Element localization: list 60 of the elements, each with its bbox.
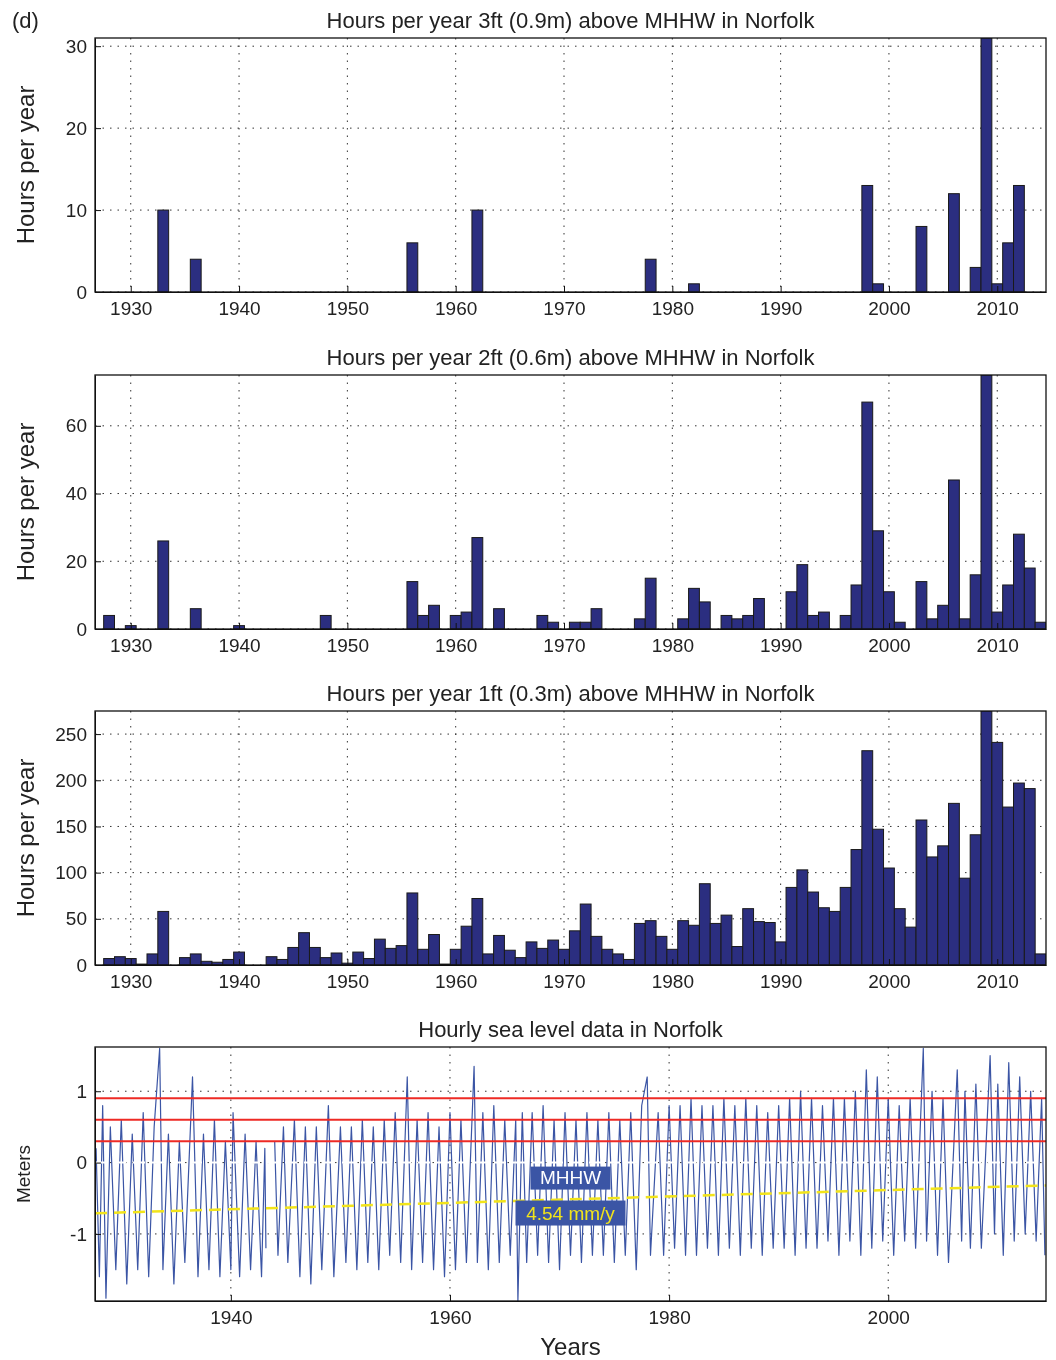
x-tick-label: 1950 bbox=[326, 971, 370, 993]
y-tick-label: 60 bbox=[65, 415, 87, 437]
chart-title: Hourly sea level data in Norfolk bbox=[418, 1017, 724, 1042]
x-tick-label: 1930 bbox=[110, 971, 153, 993]
x-tick-label: 2010 bbox=[976, 298, 1019, 320]
x-tick-label: 1990 bbox=[759, 635, 803, 657]
x-tick-label: 1940 bbox=[218, 971, 261, 993]
chart-title: Hours per year 3ft (0.9m) above MHHW in Norfolk bbox=[326, 8, 816, 33]
x-tick-label: 1960 bbox=[435, 635, 478, 657]
x-tick-label: 1970 bbox=[543, 635, 586, 657]
y-axis-title: Meters bbox=[13, 1144, 34, 1204]
x-tick-label: 1960 bbox=[435, 971, 478, 993]
y-tick-label: 40 bbox=[65, 483, 87, 505]
x-tick-label: 1940 bbox=[218, 635, 261, 657]
y-tick-label: 10 bbox=[65, 199, 87, 221]
x-tick-label: 2000 bbox=[868, 635, 911, 657]
y-tick-label: 200 bbox=[55, 769, 87, 791]
y-tick-label: 0 bbox=[76, 281, 87, 303]
x-tick-label: 2010 bbox=[976, 635, 1019, 657]
chart-title: Hours per year 2ft (0.6m) above MHHW in Norfolk bbox=[326, 345, 816, 370]
y-tick-label: 0 bbox=[76, 954, 87, 976]
y-axis-title: Hours per year bbox=[12, 85, 39, 245]
y-tick-label: -1 bbox=[70, 1223, 87, 1245]
y-axis-title: Hours per year bbox=[12, 422, 39, 582]
x-tick-label: 1930 bbox=[110, 635, 153, 657]
chart-title: Hours per year 1ft (0.3m) above MHHW in Norfolk bbox=[326, 681, 816, 706]
x-tick-label: 2010 bbox=[976, 971, 1019, 993]
x-tick-label: 1940 bbox=[218, 298, 261, 320]
y-tick-label: 30 bbox=[65, 35, 87, 57]
x-axis-title: Years bbox=[540, 1333, 601, 1360]
y-tick-label: 0 bbox=[76, 1152, 87, 1174]
x-tick-label: 1980 bbox=[651, 635, 694, 657]
y-axis-title: Hours per year bbox=[12, 758, 39, 918]
x-tick-label: 1980 bbox=[651, 298, 694, 320]
y-tick-label: 0 bbox=[76, 618, 87, 640]
x-tick-label: 1940 bbox=[210, 1307, 253, 1329]
x-tick-label: 1990 bbox=[759, 298, 803, 320]
x-tick-label: 1980 bbox=[651, 971, 694, 993]
y-tick-label: 20 bbox=[65, 117, 87, 139]
annotation: 4.54 mm/y bbox=[526, 1202, 616, 1224]
x-tick-label: 2000 bbox=[868, 298, 911, 320]
x-tick-label: 1950 bbox=[326, 298, 370, 320]
y-tick-label: 150 bbox=[55, 816, 87, 838]
y-tick-label: 50 bbox=[65, 908, 87, 930]
x-tick-label: 1970 bbox=[543, 971, 586, 993]
x-tick-label: 1960 bbox=[435, 298, 478, 320]
x-tick-label: 1950 bbox=[326, 635, 370, 657]
x-tick-label: 2000 bbox=[868, 971, 911, 993]
y-tick-label: 1 bbox=[76, 1080, 87, 1102]
text: (d) bbox=[12, 8, 39, 33]
x-tick-label: 2000 bbox=[867, 1307, 910, 1329]
x-tick-label: 1960 bbox=[429, 1307, 472, 1329]
x-tick-label: 1990 bbox=[759, 971, 803, 993]
x-tick-label: 1930 bbox=[110, 298, 153, 320]
y-tick-label: 250 bbox=[55, 723, 87, 745]
x-tick-label: 1970 bbox=[543, 298, 586, 320]
ref-line-label: MHHW bbox=[539, 1166, 602, 1188]
y-tick-label: 100 bbox=[55, 862, 87, 884]
x-tick-label: 1980 bbox=[648, 1307, 691, 1329]
y-tick-label: 20 bbox=[65, 550, 87, 572]
